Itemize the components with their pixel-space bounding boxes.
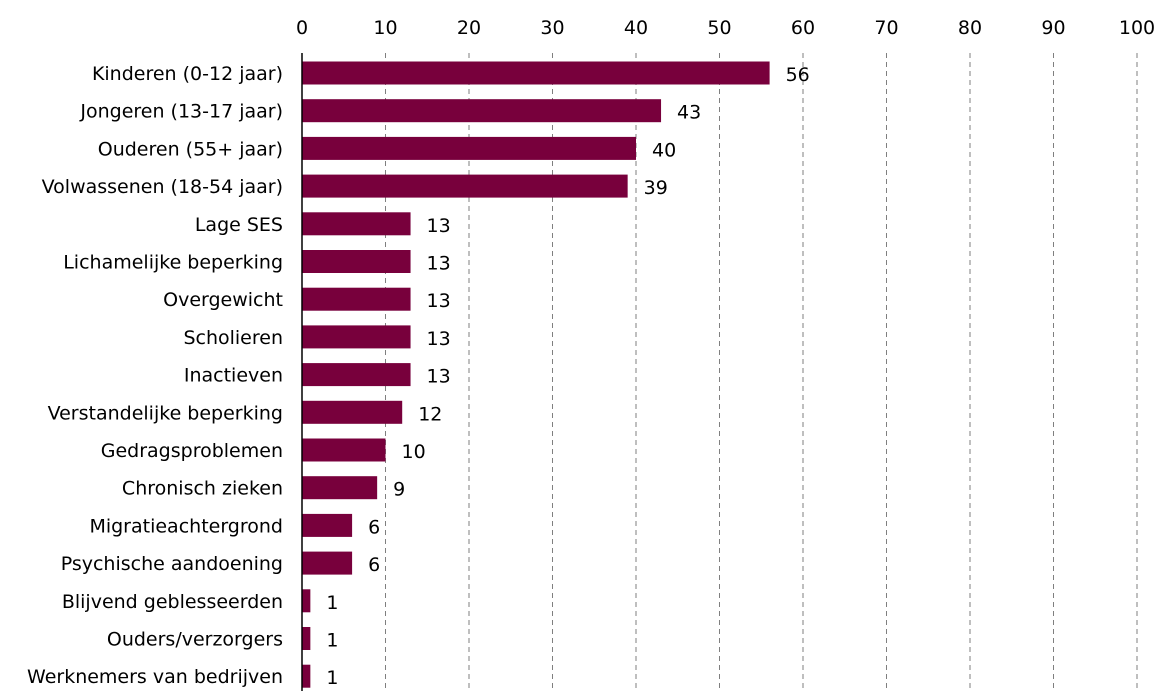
gridlines [385,53,1138,691]
category-label-6: Overgewicht [163,289,283,311]
category-label-15: Ouders/verzorgers [107,629,283,651]
category-label-5: Lichamelijke beperking [63,252,283,274]
x-tick-label-20: 20 [457,17,481,39]
bar-4 [302,212,411,236]
x-tick-label-10: 10 [373,17,397,39]
data-label-13: 6 [368,554,380,576]
category-label-13: Psychische aandoening [61,553,283,575]
x-axis-ticks: 0 10 20 30 40 50 60 70 80 90 100 [296,17,1155,39]
data-label-8: 13 [427,366,451,388]
category-label-7: Scholieren [183,327,283,349]
bar-9 [302,400,403,424]
x-tick-label-80: 80 [958,17,982,39]
data-label-5: 13 [427,253,451,275]
bar-3 [302,174,628,198]
category-labels: Kinderen (0-12 jaar) Jongeren (13-17 jaar… [27,63,283,688]
category-label-4: Lage SES [195,214,283,236]
category-label-16: Werknemers van bedrijven [27,666,283,688]
bar-0 [302,61,770,85]
bar-1 [302,99,662,123]
data-label-10: 10 [402,441,426,463]
data-label-15: 1 [326,630,338,652]
category-label-10: Gedragsproblemen [101,440,283,462]
x-tick-label-0: 0 [296,17,308,39]
category-label-8: Inactieven [184,365,283,387]
category-label-9: Verstandelijke beperking [48,402,283,424]
data-label-0: 56 [786,64,810,86]
x-tick-label-50: 50 [707,17,731,39]
bars [302,61,770,688]
data-label-14: 1 [326,592,338,614]
data-label-11: 9 [393,479,405,501]
category-label-2: Ouderen (55+ jaar) [98,138,283,160]
data-label-6: 13 [427,290,451,312]
bar-12 [302,513,353,537]
bar-15 [302,627,311,650]
x-tick-label-40: 40 [624,17,648,39]
x-tick-label-70: 70 [874,17,898,39]
x-tick-label-90: 90 [1041,17,1065,39]
data-label-16: 1 [326,667,338,689]
bar-10 [302,438,386,462]
data-label-3: 39 [644,177,668,199]
data-label-9: 12 [418,403,442,425]
bar-16 [302,664,311,688]
category-label-0: Kinderen (0-12 jaar) [92,63,283,85]
bar-8 [302,363,411,387]
bar-7 [302,325,411,349]
data-label-1: 43 [677,102,701,124]
data-label-4: 13 [427,215,451,237]
category-label-3: Volwassenen (18-54 jaar) [42,176,283,198]
category-label-12: Migratieachtergrond [89,515,283,537]
data-label-2: 40 [652,139,676,161]
bar-14 [302,589,311,613]
bar-6 [302,287,411,311]
bar-11 [302,476,378,500]
category-label-11: Chronisch zieken [122,478,283,500]
x-tick-label-60: 60 [791,17,815,39]
category-label-14: Blijvend geblesseerden [62,591,283,613]
category-label-1: Jongeren (13-17 jaar) [79,101,283,123]
data-label-12: 6 [368,516,380,538]
bar-5 [302,250,411,273]
x-tick-label-30: 30 [540,17,564,39]
bar-13 [302,551,353,575]
data-label-7: 13 [427,328,451,350]
x-tick-label-100: 100 [1119,17,1155,39]
bar-2 [302,136,636,160]
